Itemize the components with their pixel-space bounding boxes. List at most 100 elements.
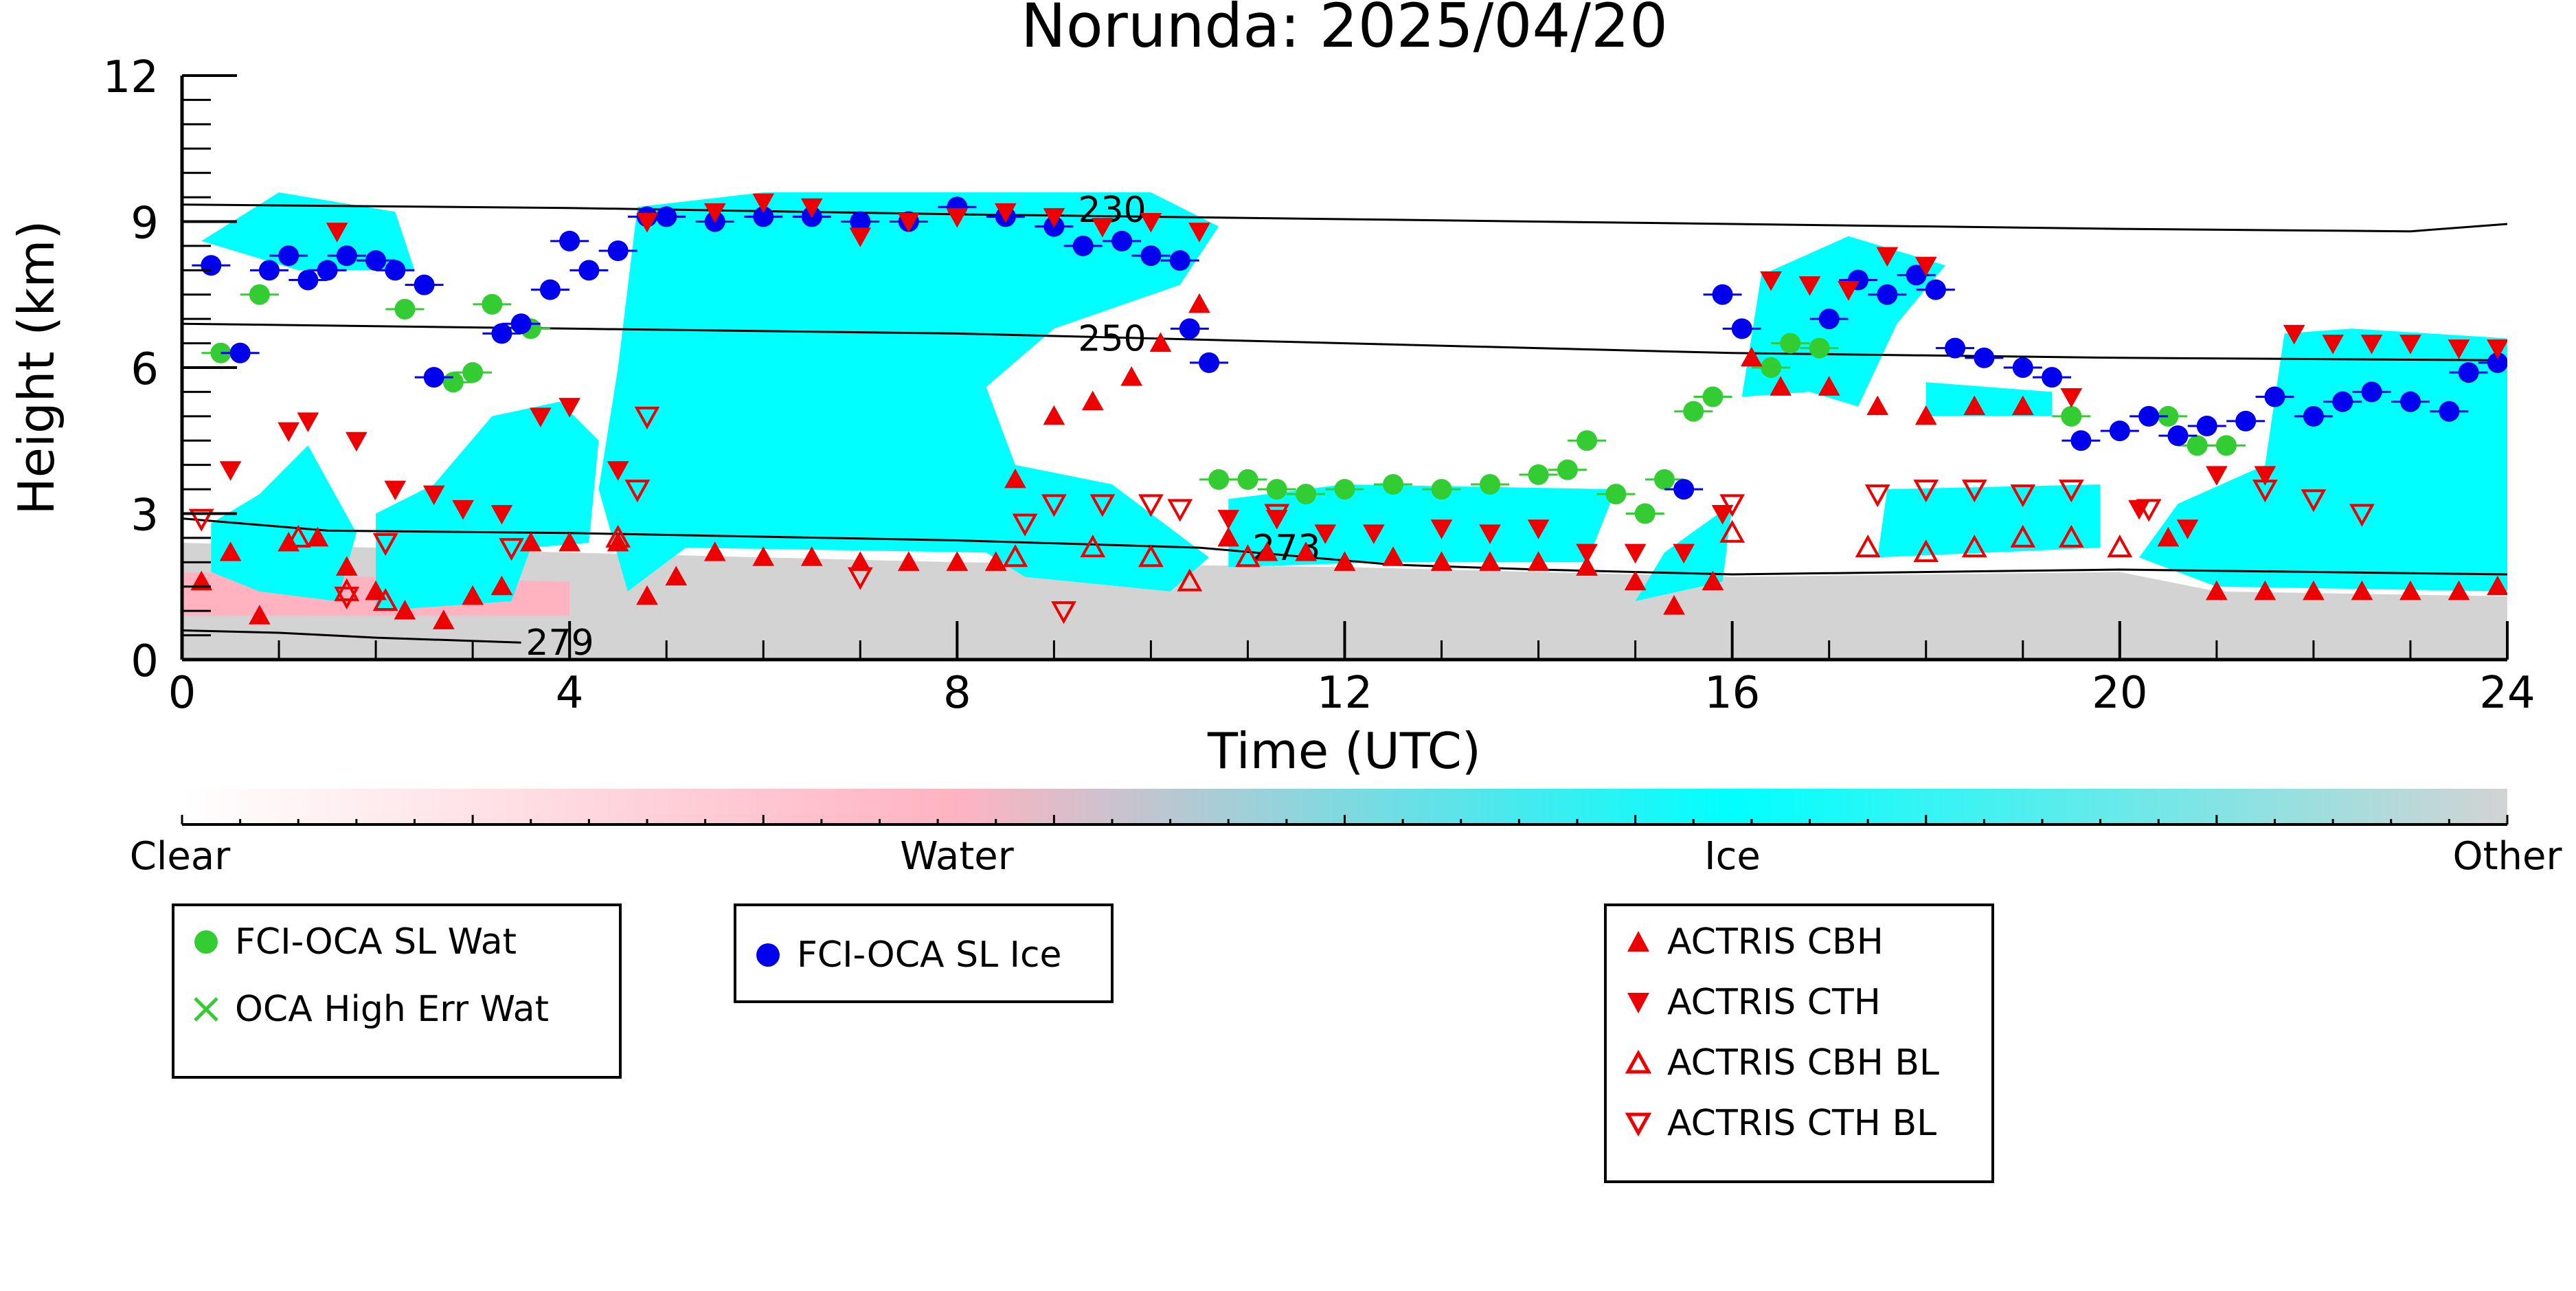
marker-triangle-down-open-6 bbox=[334, 586, 360, 610]
marker-triangle-up-open-5 bbox=[1855, 534, 1881, 558]
marker-circle-2 bbox=[1906, 265, 1927, 286]
marker-triangle-down-4 bbox=[1430, 519, 1453, 539]
marker-circle-2 bbox=[317, 260, 338, 281]
chart-title: Norunda: 2025/04/20 bbox=[1021, 0, 1668, 61]
marker-triangle-down-open-6 bbox=[499, 538, 524, 561]
marker-triangle-down-4 bbox=[1711, 505, 1734, 525]
marker-triangle-up-3 bbox=[1702, 570, 1724, 591]
y-tick-label: 3 bbox=[131, 491, 159, 541]
marker-triangle-down-4 bbox=[2322, 335, 2344, 355]
cloud-phase-field bbox=[182, 192, 2507, 660]
marker-triangle-up-3 bbox=[665, 565, 688, 586]
marker-triangle-up-open-5 bbox=[1961, 534, 1987, 558]
marker-triangle-up-3 bbox=[2303, 580, 2325, 600]
legend-item-actris-cth: ACTRIS CTH bbox=[1622, 982, 1881, 1023]
contour-label-230: 230 bbox=[1078, 190, 1146, 231]
marker-triangle-up-3 bbox=[1527, 551, 1550, 571]
marker-triangle-down-4 bbox=[1838, 281, 1860, 301]
marker-triangle-up-3 bbox=[636, 585, 658, 605]
contour-label-250: 250 bbox=[1078, 319, 1146, 360]
marker-circle-2 bbox=[539, 279, 561, 300]
marker-triangle-up-3 bbox=[1333, 551, 1356, 571]
marker-circle-0 bbox=[2187, 435, 2208, 456]
marker-triangle-down-4 bbox=[2176, 519, 2199, 539]
marker-triangle-up-open-5 bbox=[1080, 534, 1106, 558]
marker-triangle-up-3 bbox=[752, 546, 775, 566]
marker-circle-0 bbox=[1761, 357, 1782, 378]
marker-triangle-down-open-6 bbox=[2252, 480, 2278, 503]
marker-circle-0 bbox=[442, 372, 464, 393]
phase-ice-region bbox=[1925, 382, 2053, 416]
contour-line-279 bbox=[182, 629, 521, 644]
marker-circle-2 bbox=[607, 240, 629, 261]
marker-triangle-up-3 bbox=[1770, 376, 1792, 396]
colorbar: Clear Water Ice Other bbox=[130, 789, 2562, 879]
marker-circle-2 bbox=[2042, 367, 2063, 388]
legend-label: FCI-OCA SL Ice bbox=[797, 934, 1062, 976]
marker-triangle-up-3 bbox=[1043, 405, 1065, 425]
marker-triangle-down-4 bbox=[2283, 324, 2305, 345]
marker-triangle-up-3 bbox=[1914, 405, 1937, 425]
x-tick-label: 0 bbox=[168, 668, 196, 719]
colorbar-label-ice: Ice bbox=[1704, 834, 1761, 879]
marker-circle-0 bbox=[1208, 469, 1230, 490]
marker-circle-0 bbox=[1634, 503, 1656, 524]
marker-triangle-down-4 bbox=[1527, 519, 1550, 539]
y-tick-label: 6 bbox=[131, 344, 159, 395]
marker-circle-2 bbox=[1712, 284, 1733, 305]
x-tick-label: 12 bbox=[1317, 668, 1372, 719]
marker-triangle-up-3 bbox=[1382, 546, 1404, 566]
marker-triangle-down-open-6 bbox=[1719, 494, 1745, 517]
marker-circle-0 bbox=[1605, 484, 1627, 505]
marker-triangle-down-4 bbox=[1479, 524, 1501, 544]
y-tick-label: 9 bbox=[131, 199, 159, 249]
marker-circle-2 bbox=[258, 260, 280, 281]
y-tick-label: 0 bbox=[131, 636, 159, 687]
legend-label: ACTRIS CBH BL bbox=[1667, 1042, 1939, 1084]
marker-triangle-down-4 bbox=[1876, 247, 1899, 267]
marker-circle-0 bbox=[1237, 469, 1258, 490]
marker-triangle-up-3 bbox=[1624, 570, 1647, 591]
marker-triangle-down-4 bbox=[2399, 335, 2421, 355]
marker-triangle-up-open-5 bbox=[2058, 524, 2084, 548]
marker-triangle-up-3 bbox=[190, 570, 213, 591]
marker-triangle-down-open-6 bbox=[1264, 504, 1290, 527]
marker-triangle-up-open-5 bbox=[1177, 568, 1203, 592]
marker-triangle-up-3 bbox=[248, 605, 271, 625]
marker-triangle-up-3 bbox=[1430, 551, 1453, 571]
marker-triangle-down-open-6 bbox=[634, 406, 660, 429]
marker-circle-2 bbox=[753, 206, 774, 227]
marker-triangle-down-4 bbox=[1043, 207, 1065, 228]
marker-triangle-up-open-5 bbox=[1138, 544, 1164, 568]
marker-circle-0 bbox=[1557, 459, 1578, 480]
marker-triangle-down-4 bbox=[530, 407, 552, 427]
legend-oca-water: FCI-OCA SL Wat OCA High Err Wat bbox=[172, 903, 622, 1079]
marker-circle-2 bbox=[1974, 347, 1995, 368]
marker-triangle-down-4 bbox=[636, 213, 658, 233]
marker-circle-2 bbox=[2439, 401, 2460, 422]
marker-triangle-down-4 bbox=[2060, 388, 2083, 408]
marker-triangle-down-4 bbox=[2448, 339, 2470, 359]
marker-triangle-up-3 bbox=[1256, 541, 1278, 561]
marker-triangle-down-4 bbox=[1760, 271, 1782, 291]
marker-circle-0 bbox=[210, 342, 231, 363]
phase-ice-region bbox=[201, 192, 415, 271]
marker-triangle-up-open-5 bbox=[334, 578, 360, 601]
marker-triangle-down-4 bbox=[849, 227, 872, 247]
marker-triangle-up-open-5 bbox=[1235, 544, 1261, 568]
marker-circle-2 bbox=[491, 323, 512, 344]
marker-triangle-up-3 bbox=[1217, 526, 1240, 547]
marker-circle-2 bbox=[423, 367, 444, 388]
marker-triangle-down-4 bbox=[1673, 543, 1695, 564]
marker-triangle-down-open-6 bbox=[2058, 480, 2084, 503]
contour-line-273 bbox=[182, 517, 2507, 576]
legend-label: ACTRIS CBH bbox=[1667, 921, 1884, 963]
x-tick-label: 24 bbox=[2479, 668, 2535, 719]
legend-label: ACTRIS CTH bbox=[1667, 982, 1881, 1023]
legend-item-actris-cth-bl: ACTRIS CTH BL bbox=[1622, 1103, 1936, 1144]
y-tick-label: 12 bbox=[103, 52, 159, 103]
legend-item-fci-oca-sl-wat: FCI-OCA SL Wat bbox=[190, 921, 517, 963]
marker-triangle-up-3 bbox=[1663, 595, 1685, 615]
marker-circle-2 bbox=[1179, 318, 1200, 339]
marker-triangle-up-3 bbox=[1741, 346, 1763, 367]
